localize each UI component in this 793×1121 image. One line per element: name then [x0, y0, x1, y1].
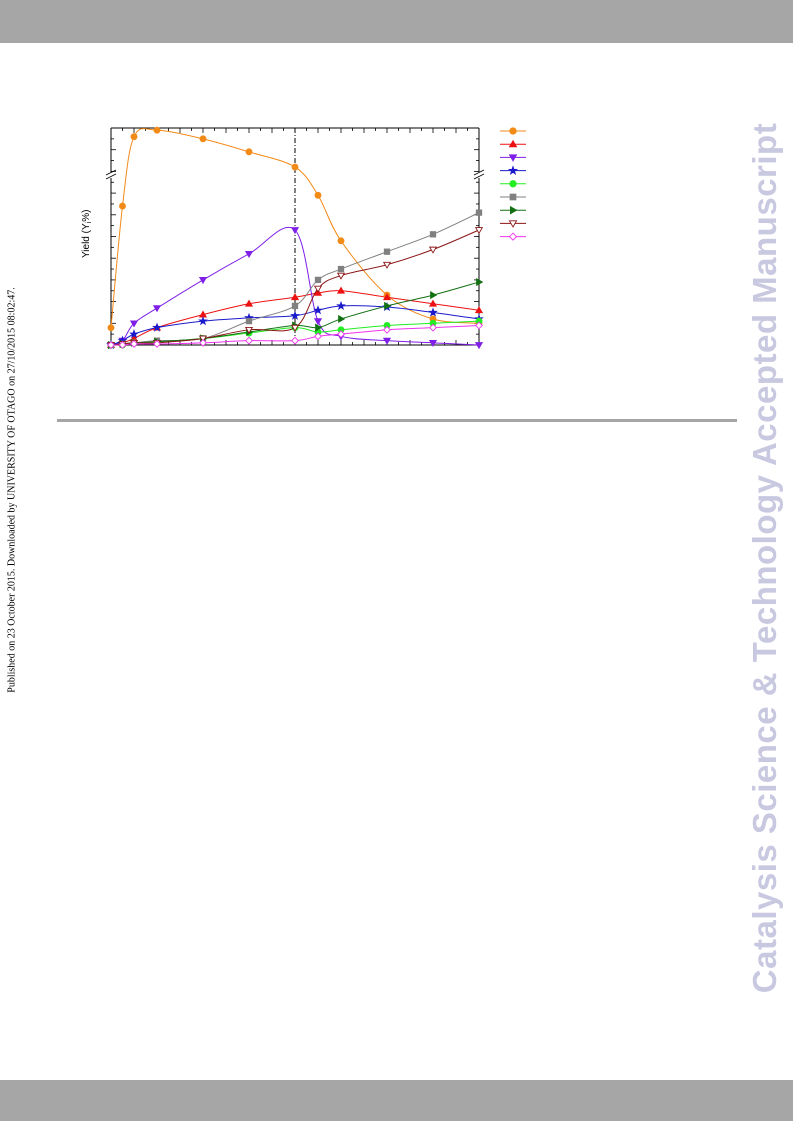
data-point [428, 307, 438, 317]
data-point [244, 251, 254, 259]
legend-marker [508, 232, 518, 241]
legend-marker [509, 127, 517, 135]
y-axis-label-main: Yield (Y [81, 223, 92, 258]
data-point [337, 237, 345, 245]
data-point [428, 246, 438, 254]
data-point [337, 265, 345, 273]
data-point [383, 325, 391, 334]
data-point [384, 301, 392, 311]
left-break-mark [105, 169, 117, 176]
bottom-banner [0, 1080, 793, 1121]
data-point [130, 133, 138, 141]
yield-chart: Yield (Yi%) [81, 126, 526, 350]
legend-marker [507, 165, 519, 175]
data-point [429, 231, 437, 238]
data-point [313, 305, 323, 315]
data-point [474, 342, 484, 350]
data-point [315, 323, 323, 332]
data-point [290, 324, 300, 332]
data-point [428, 299, 438, 307]
data-point [291, 302, 299, 310]
data-point [382, 337, 392, 345]
data-point [245, 317, 253, 325]
data-point [474, 227, 484, 235]
series-markers [106, 126, 484, 350]
data-point [290, 227, 300, 235]
legend-marker [508, 154, 518, 162]
data-point [291, 163, 299, 171]
data-point [336, 286, 346, 294]
data-point [313, 285, 323, 293]
data-point [382, 293, 392, 301]
right-break-mark [473, 173, 485, 180]
right-break-gap [475, 172, 483, 178]
data-point [130, 339, 138, 348]
data-point [337, 330, 345, 339]
data-point [382, 261, 392, 269]
y-axis-label-end: %) [81, 210, 92, 222]
legend-marker [508, 139, 518, 148]
legend-marker [509, 180, 517, 188]
journal-watermark: Catalysis Science & Technology Accepted … [746, 122, 783, 994]
left-break-gap [107, 172, 115, 178]
legend-marker [509, 205, 518, 215]
axis-break-marks [105, 169, 485, 180]
data-point [314, 276, 322, 284]
data-point [474, 306, 484, 314]
data-point [338, 314, 346, 324]
publication-note: Published on 23 October 2015. Downloaded… [6, 287, 18, 693]
data-point [314, 332, 322, 341]
data-point [336, 300, 346, 311]
data-point [429, 323, 437, 332]
left-break-mark [105, 173, 117, 180]
data-point [153, 126, 161, 134]
data-point [118, 341, 127, 349]
data-point [475, 321, 483, 330]
data-point [244, 326, 254, 335]
data-point [199, 338, 207, 347]
data-point [291, 336, 299, 345]
legend-marker [508, 220, 518, 228]
data-point [383, 248, 391, 255]
right-break-mark [473, 169, 485, 176]
data-point [198, 316, 208, 326]
top-banner [0, 0, 793, 43]
data-point [199, 135, 207, 143]
data-point [244, 299, 254, 307]
data-point [430, 291, 438, 300]
data-point [107, 341, 115, 349]
data-point [129, 329, 139, 339]
data-point [428, 339, 438, 348]
data-point [198, 277, 208, 285]
data-point [153, 339, 161, 348]
data-point [314, 191, 322, 199]
data-point [313, 318, 323, 326]
data-point [290, 293, 300, 301]
data-point [475, 209, 483, 216]
section-divider [57, 419, 737, 422]
data-point [152, 305, 162, 313]
data-point [476, 277, 484, 287]
legend-marker [509, 193, 517, 201]
y-axis-label: Yield (Yi%) [81, 210, 93, 258]
y-axis-label-subscript: i [86, 221, 93, 223]
legend [500, 127, 526, 241]
data-point [290, 310, 300, 320]
data-point [245, 336, 253, 345]
data-point [245, 148, 253, 156]
data-point [152, 322, 162, 332]
data-point [107, 324, 115, 332]
data-point [119, 202, 126, 210]
data-point [336, 272, 346, 280]
data-point [129, 320, 139, 328]
